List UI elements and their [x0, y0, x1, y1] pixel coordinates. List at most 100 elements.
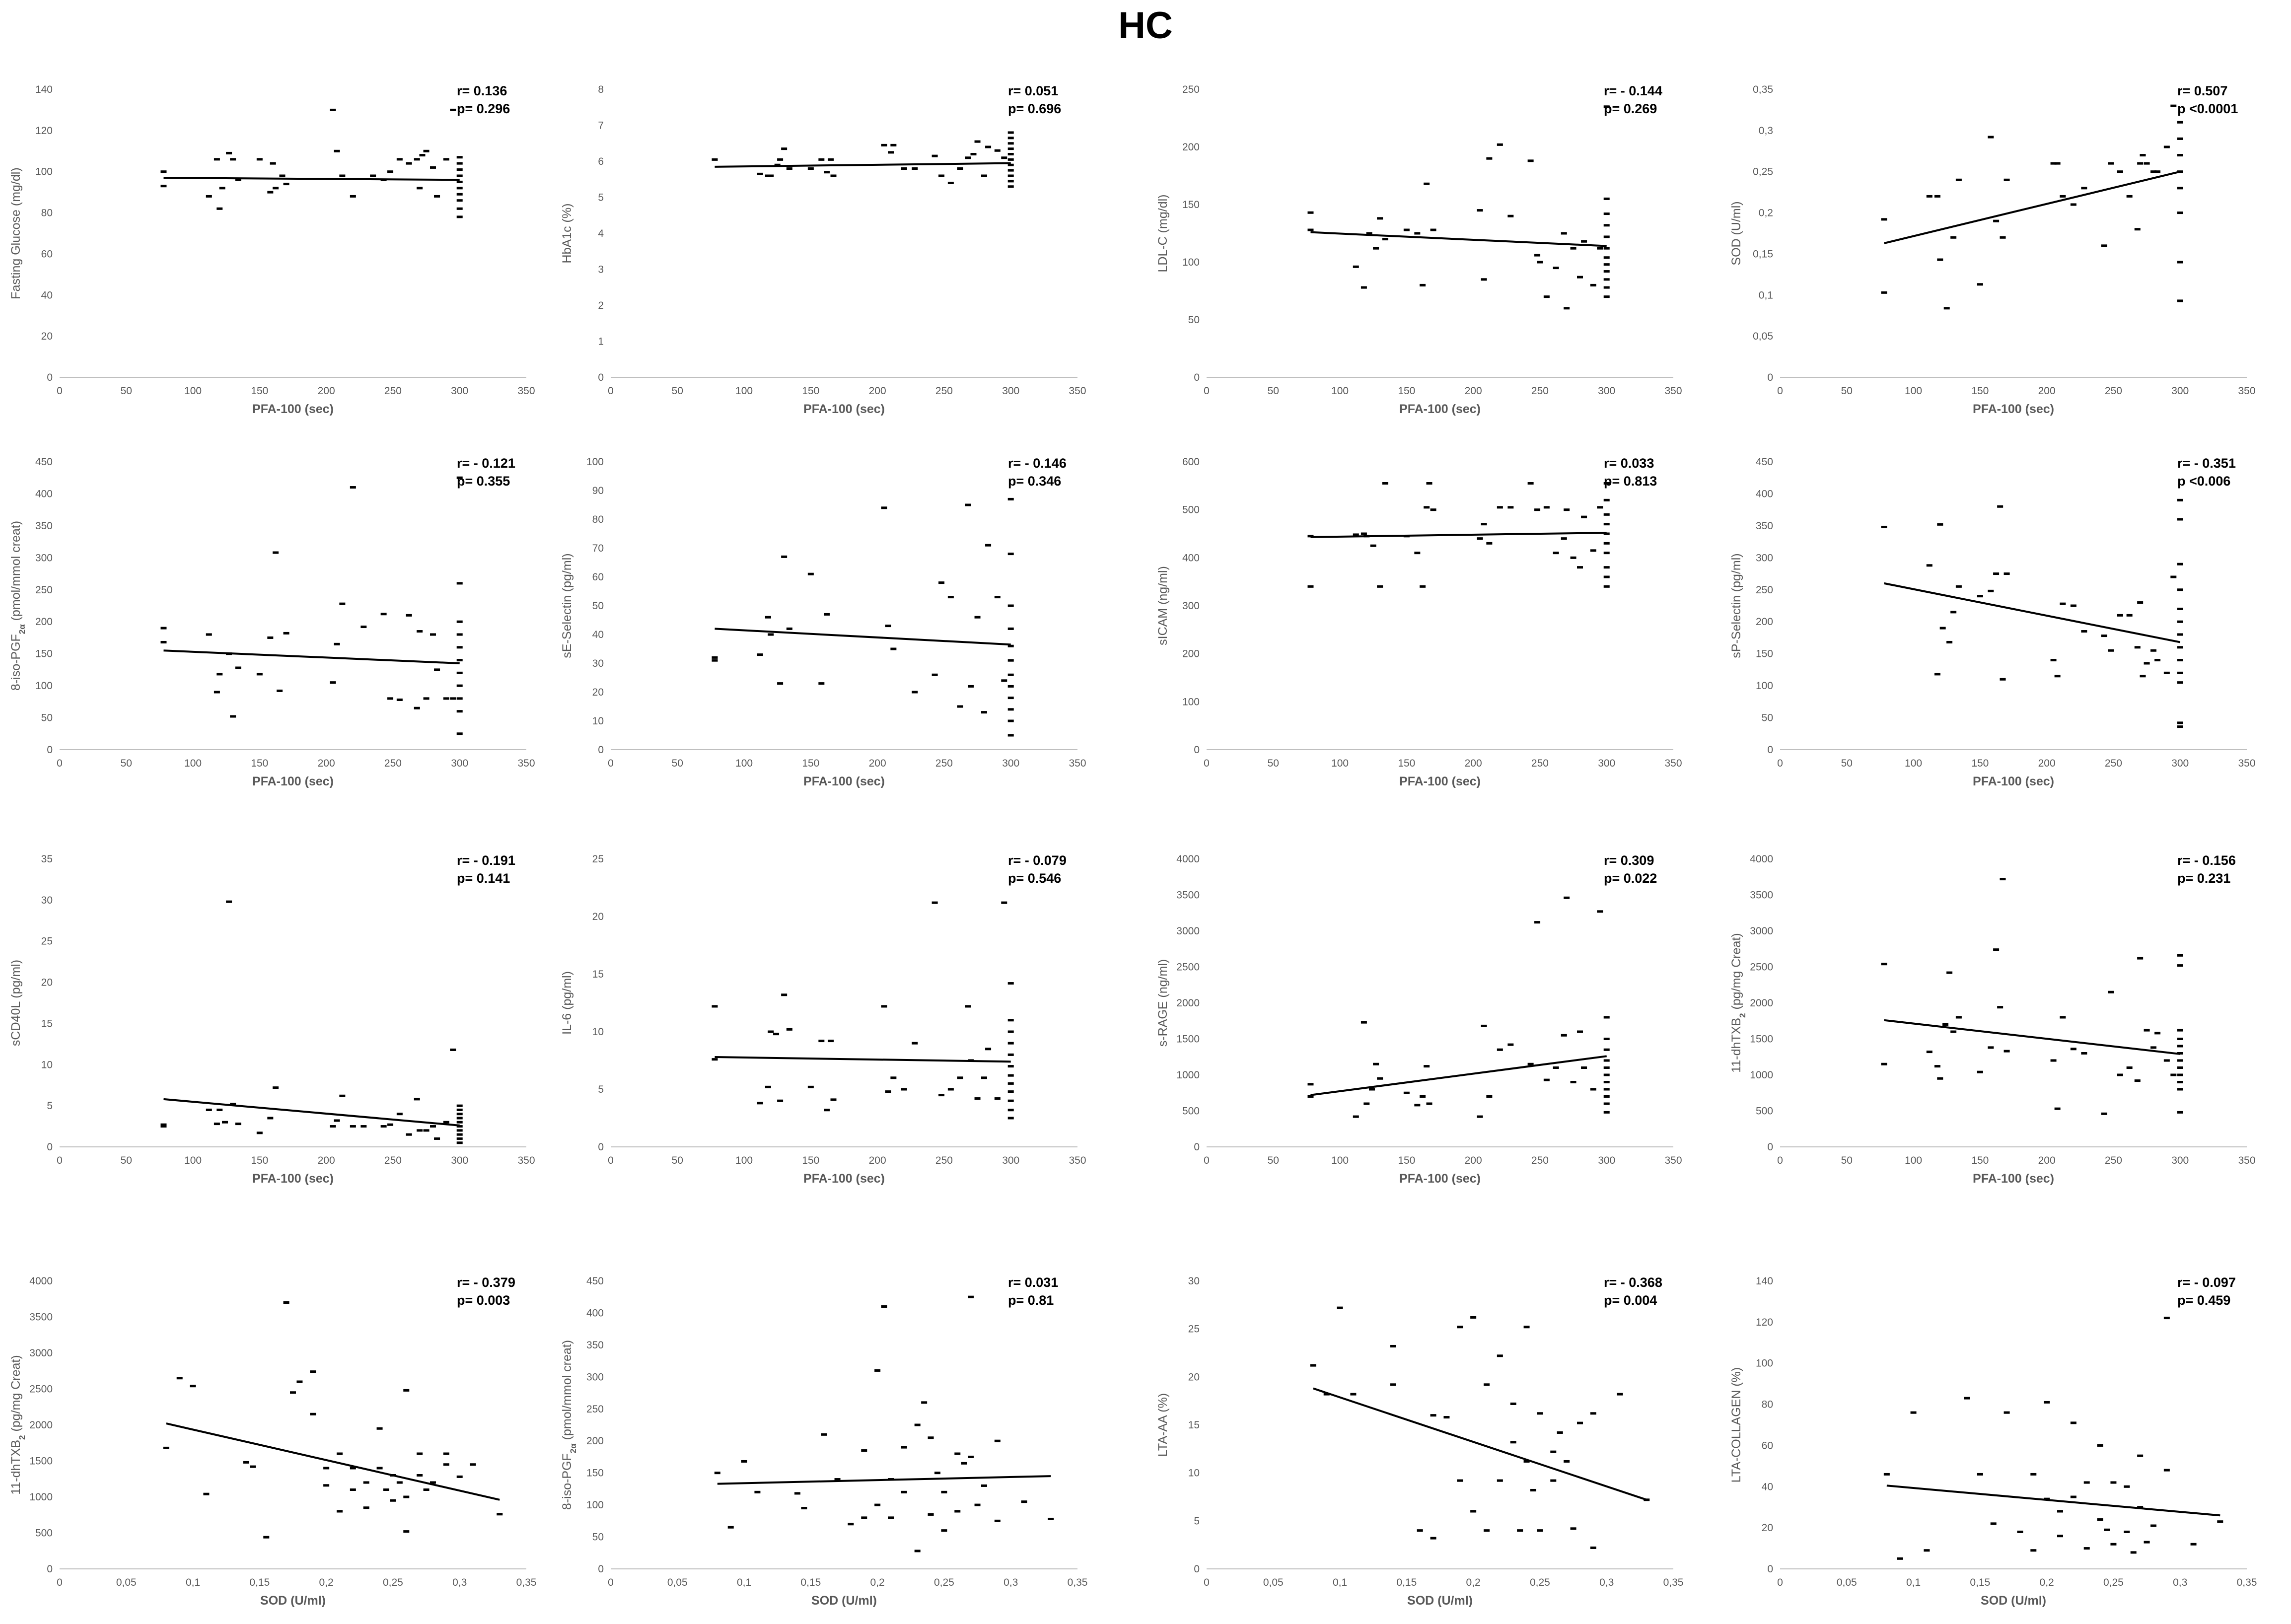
data-point — [1926, 195, 1933, 198]
data-point — [2057, 1510, 2063, 1513]
data-point — [861, 1516, 867, 1519]
y-tick-label: 40 — [41, 289, 53, 301]
y-tick-label: 200 — [1182, 141, 1200, 153]
data-point — [1350, 1393, 1357, 1396]
x-tick-label: 100 — [184, 385, 202, 397]
data-point — [1561, 232, 1567, 235]
data-point — [406, 1133, 412, 1136]
y-tick-label: 400 — [1756, 488, 1773, 499]
data-point — [1007, 169, 1014, 172]
data-point — [1977, 595, 1983, 598]
data-point — [2177, 633, 2183, 636]
x-tick-label: 50 — [672, 385, 683, 397]
x-tick-label: 300 — [451, 385, 468, 397]
y-tick-label: 200 — [35, 616, 53, 628]
data-point — [1603, 1059, 1610, 1062]
data-point — [456, 1475, 463, 1478]
data-point — [456, 174, 463, 177]
data-point — [2177, 954, 2183, 957]
r-value-label: r= - 0.097 — [2177, 1275, 2236, 1290]
data-point — [310, 1370, 316, 1373]
x-axis-title: PFA-100 (sec) — [1399, 775, 1481, 788]
data-point — [2070, 1495, 2076, 1498]
data-point — [1414, 1104, 1421, 1107]
data-point — [2070, 203, 2076, 206]
data-point — [417, 187, 423, 190]
x-tick-label: 300 — [1002, 1155, 1019, 1166]
x-tick-label: 0 — [57, 758, 63, 769]
trend-line — [1313, 1387, 1647, 1501]
y-axis-title: LDL-C (mg/dl) — [1156, 195, 1170, 273]
data-point — [2177, 721, 2183, 724]
x-tick-label: 200 — [1465, 1155, 1482, 1166]
data-point — [1881, 1062, 1887, 1065]
data-point — [1537, 1412, 1543, 1415]
data-point — [974, 1503, 981, 1506]
data-point — [414, 158, 420, 161]
data-point — [160, 1123, 167, 1126]
data-point — [2124, 1530, 2130, 1533]
data-point — [256, 673, 263, 676]
data-point — [1977, 283, 1983, 286]
data-point — [417, 1452, 423, 1455]
data-point — [2110, 1481, 2117, 1484]
data-point — [1881, 525, 1887, 528]
data-point — [350, 486, 356, 489]
data-point — [216, 673, 223, 676]
data-point — [1988, 1046, 1994, 1049]
data-point — [2117, 614, 2123, 617]
y-tick-label: 400 — [35, 488, 53, 499]
x-tick-label: 0 — [1777, 1577, 1783, 1588]
y-tick-label: 250 — [1182, 84, 1200, 95]
data-point — [270, 162, 276, 165]
data-point — [339, 1094, 346, 1097]
data-point — [807, 1085, 814, 1088]
data-point — [1007, 1042, 1014, 1045]
y-tick-label: 2000 — [1750, 997, 1773, 1009]
data-point — [1307, 585, 1314, 588]
x-tick-label: 50 — [1268, 758, 1279, 769]
data-point — [403, 1495, 410, 1498]
y-tick-label: 1000 — [29, 1491, 53, 1503]
data-point — [1507, 214, 1514, 217]
data-point — [981, 711, 987, 714]
data-point — [2108, 990, 2114, 993]
data-point — [1470, 1510, 1477, 1513]
data-point — [2177, 964, 2183, 967]
data-point — [2134, 1079, 2141, 1082]
data-point — [263, 1536, 270, 1539]
data-point — [235, 1123, 241, 1126]
data-point — [2060, 195, 2066, 198]
data-point — [2144, 162, 2150, 165]
data-point — [1950, 611, 1957, 614]
chart-11-s-rage-ng-ml: 0 50 100 150 200 250 300 3500500100015002000250… — [1156, 853, 1682, 1186]
data-point — [931, 154, 938, 157]
data-point — [781, 555, 788, 558]
data-point — [801, 1507, 807, 1510]
data-point — [1007, 174, 1014, 177]
p-value-label: p= 0.355 — [457, 474, 510, 489]
y-tick-label: 300 — [35, 552, 53, 564]
data-point — [456, 1141, 463, 1144]
data-point — [396, 158, 403, 161]
x-tick-label: 100 — [735, 1155, 753, 1166]
data-point — [1603, 1073, 1610, 1076]
data-point — [2137, 957, 2144, 960]
data-point — [1377, 1077, 1383, 1080]
data-point — [376, 1427, 383, 1430]
data-point — [235, 666, 241, 669]
y-axis-title: HbA1c (%) — [560, 204, 574, 264]
data-point — [443, 697, 449, 700]
data-point — [965, 503, 971, 506]
data-point — [1564, 508, 1570, 511]
data-point — [1950, 236, 1957, 239]
data-point — [941, 1490, 947, 1493]
data-point — [370, 174, 376, 177]
trend-line — [715, 162, 1011, 168]
data-point — [163, 1446, 169, 1449]
y-axis-title: 11-dhTXB2 (pg/mg Creat) — [9, 1355, 27, 1494]
x-tick-label: 150 — [1971, 758, 1989, 769]
data-point — [350, 1125, 356, 1128]
data-point — [881, 143, 887, 146]
x-tick-label: 250 — [2105, 385, 2122, 397]
